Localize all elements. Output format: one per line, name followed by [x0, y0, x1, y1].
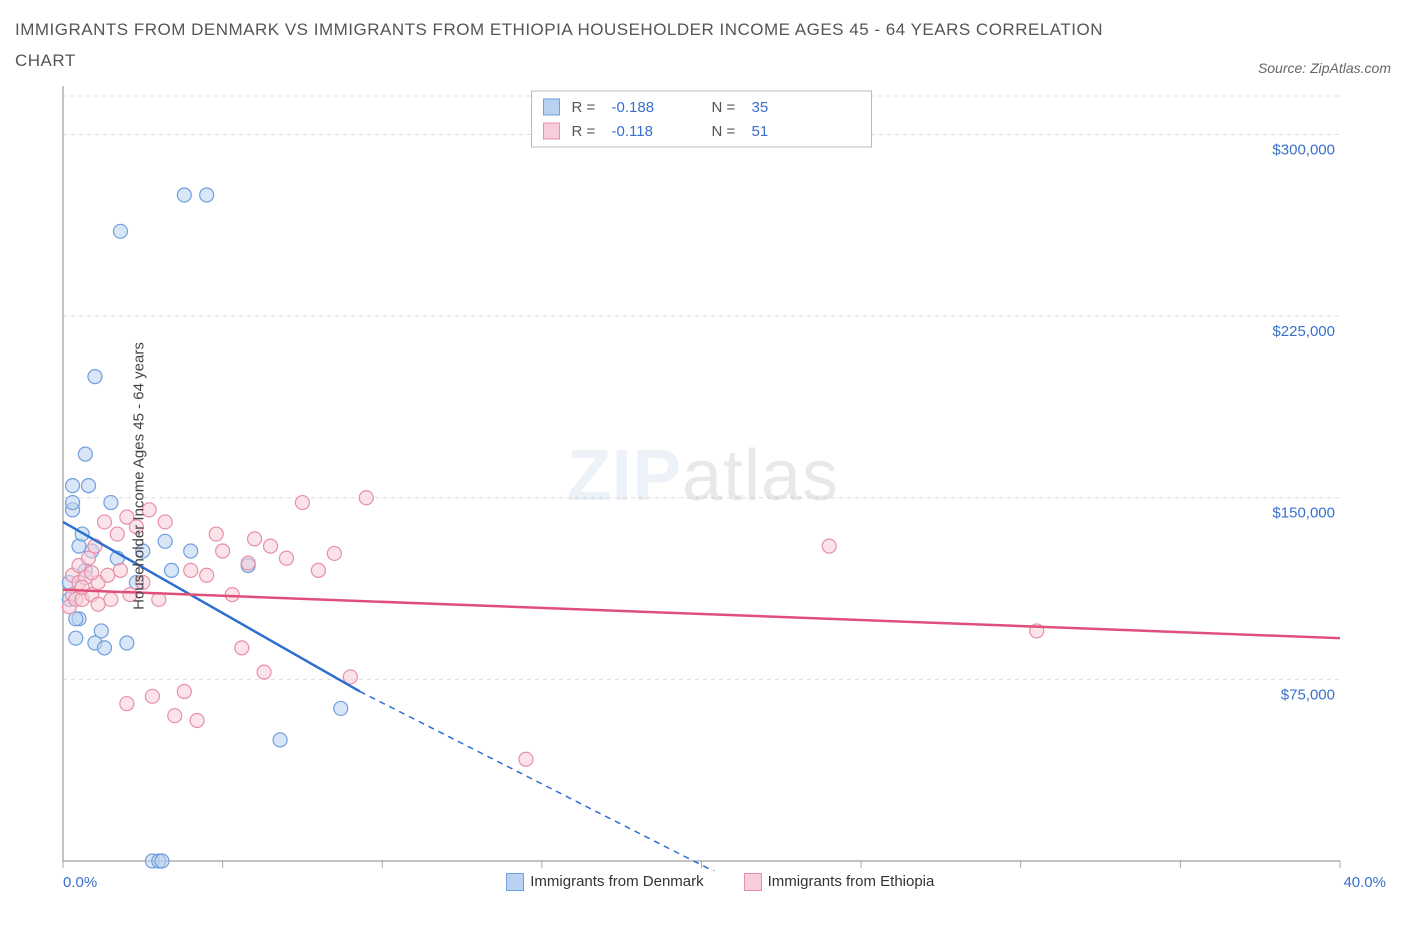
svg-text:$225,000: $225,000 [1272, 323, 1335, 340]
scatter-chart: $75,000 $150,000 $225,000 $300,000 R = -0.188… [15, 81, 1345, 871]
legend-item: Immigrants from Ethiopia [744, 873, 935, 891]
svg-text:$300,000: $300,000 [1272, 142, 1335, 159]
svg-text:$150,000: $150,000 [1272, 505, 1335, 522]
legend-swatch [506, 873, 524, 891]
svg-text:$75,000: $75,000 [1281, 687, 1335, 704]
svg-text:N =: N = [712, 99, 736, 116]
source-label: Source: ZipAtlas.com [1258, 60, 1391, 76]
chart-container: Householder Income Ages 45 - 64 years ZI… [15, 81, 1391, 871]
x-axis-start: 0.0% [63, 874, 97, 891]
x-axis-end: 40.0% [1343, 874, 1386, 891]
bottom-legend: 0.0% Immigrants from DenmarkImmigrants f… [15, 873, 1391, 891]
series-legend: Immigrants from Denmark Immigrants from E… [506, 873, 934, 891]
legend-swatch [744, 873, 762, 891]
y-axis-label: Householder Income Ages 45 - 64 years [130, 342, 147, 610]
svg-text:R =: R = [572, 123, 596, 140]
legend-item: Immigrants from Denmark [506, 873, 703, 891]
svg-text:51: 51 [752, 123, 769, 140]
svg-text:R =: R = [572, 99, 596, 116]
svg-text:35: 35 [752, 99, 769, 116]
svg-text:-0.118: -0.118 [612, 123, 653, 140]
svg-text:N =: N = [712, 123, 736, 140]
legend-label: Immigrants from Ethiopia [768, 873, 935, 890]
svg-text:-0.188: -0.188 [612, 99, 655, 116]
legend-label: Immigrants from Denmark [530, 873, 703, 890]
chart-title: IMMIGRANTS FROM DENMARK VS IMMIGRANTS FR… [15, 15, 1115, 76]
